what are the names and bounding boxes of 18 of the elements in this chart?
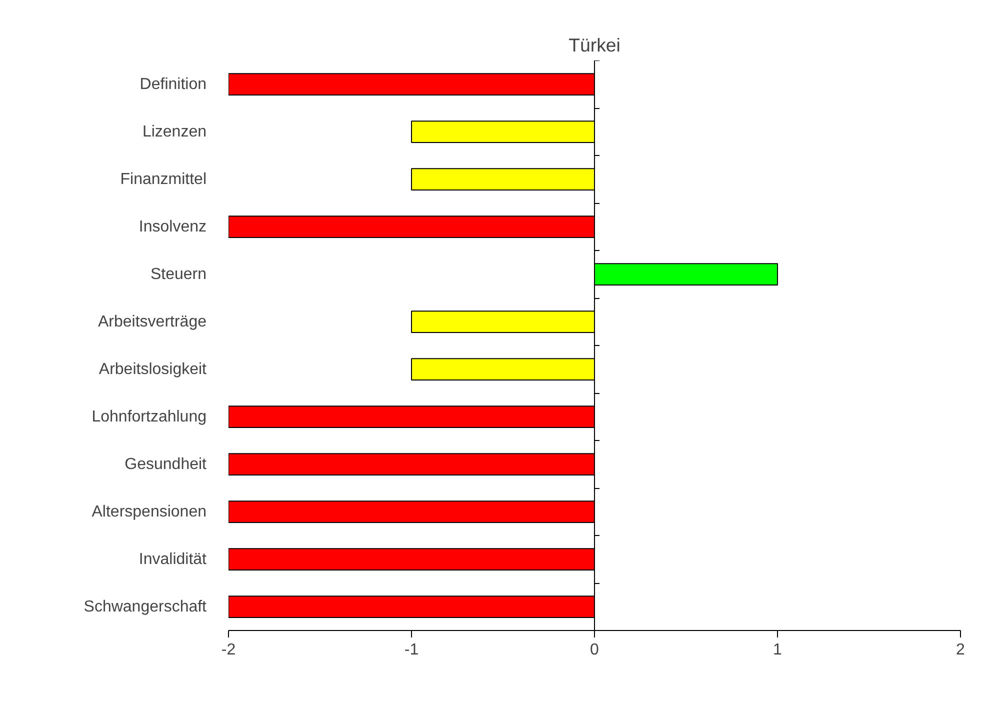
y-tick-label: Alterspensionen xyxy=(92,503,207,520)
y-tick-label: Steuern xyxy=(150,266,207,283)
y-tick-label: Lizenzen xyxy=(142,123,206,140)
y-tick-label: Arbeitslosigkeit xyxy=(98,360,208,378)
x-tick-label: 1 xyxy=(773,642,782,658)
x-tick-label: 0 xyxy=(590,642,600,658)
y-tick-label: Insolvenz xyxy=(138,218,206,236)
y-tick-label: Schwangerschaft xyxy=(84,598,208,616)
y-tick-label: Finanzmittel xyxy=(120,170,206,188)
y-tick-label: Invalidität xyxy=(138,550,208,568)
x-tick-label: -1 xyxy=(404,642,419,658)
y-tick-label: Arbeitsverträge xyxy=(98,313,207,330)
x-tick-label: 2 xyxy=(956,642,966,658)
y-tick-label: Lohnfortzahlung xyxy=(92,408,207,426)
y-tick-label: Definition xyxy=(140,76,206,93)
y-tick-label: Gesundheit xyxy=(124,456,208,473)
x-tick-label: -2 xyxy=(221,642,236,658)
chart-title: Türkei xyxy=(568,34,620,56)
